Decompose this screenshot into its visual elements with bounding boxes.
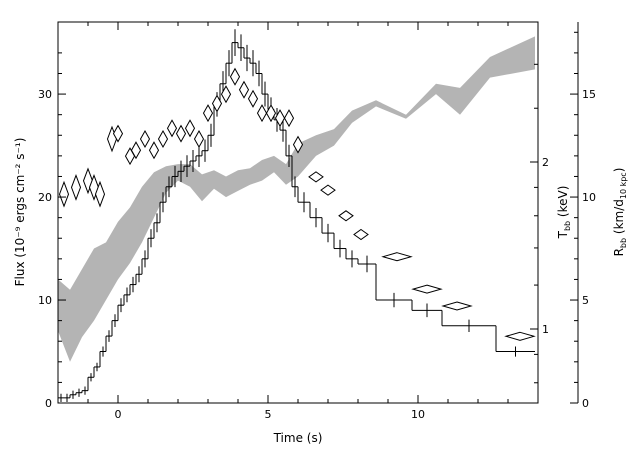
temperature-point xyxy=(193,129,205,149)
temperature-point xyxy=(381,252,413,262)
temperature-axis-label-main: T xyxy=(556,230,570,239)
temperature-point xyxy=(238,80,250,99)
radius-axis-label-unit-pre: (km/d xyxy=(612,199,626,238)
temperature-point xyxy=(148,141,160,160)
temperature-point xyxy=(504,331,536,341)
flux-tick-label: 30 xyxy=(38,88,52,101)
temperature-tick-label: 1 xyxy=(542,323,549,336)
flux-tick-label: 10 xyxy=(38,294,52,307)
temperature-diamond-layer xyxy=(58,67,536,341)
x-tick-label: 5 xyxy=(265,408,272,421)
temperature-point xyxy=(441,301,473,311)
flux-axis-label: Flux (10⁻⁹ ergs cm⁻² s⁻¹) xyxy=(13,138,27,287)
temperature-point xyxy=(220,85,232,104)
radius-axis-label-sub: bb xyxy=(619,238,628,248)
x-tick-label: 10 xyxy=(411,408,425,421)
radius-tick-label: 15 xyxy=(582,88,596,101)
x-axis-ticks: 0 5 10 xyxy=(57,22,539,421)
flux-tick-label: 20 xyxy=(38,191,52,204)
radius-axis-label: Rbb (km/d10 kpc) xyxy=(612,168,628,257)
temperature-point xyxy=(211,94,223,113)
radius-axis-label-unit-sub: 10 kpc xyxy=(619,172,628,199)
x-tick-label: 0 xyxy=(115,408,122,421)
radius-band-layer xyxy=(58,36,535,362)
radius-tick-label: 5 xyxy=(582,294,589,307)
temperature-point xyxy=(283,109,295,128)
temperature-point xyxy=(175,124,187,143)
radius-tick-label: 0 xyxy=(582,397,589,410)
temperature-point xyxy=(112,124,124,143)
temperature-point xyxy=(292,135,304,154)
temperature-point xyxy=(338,210,354,222)
temperature-axis-ticks: 12 xyxy=(530,63,549,384)
temperature-point xyxy=(320,184,336,196)
temperature-point xyxy=(247,89,259,108)
radius-axis-label-unit-post: ) xyxy=(612,168,626,173)
temperature-point xyxy=(166,119,178,138)
temperature-point xyxy=(256,104,268,123)
temperature-point xyxy=(184,119,196,138)
temperature-point xyxy=(157,129,169,149)
radius-axis-label-main: R xyxy=(612,248,626,256)
radius-axis-ticks: 0 5 10 15 xyxy=(570,31,596,410)
radius-band xyxy=(58,36,535,362)
temperature-point xyxy=(229,67,241,86)
temperature-point xyxy=(202,104,214,123)
temperature-point xyxy=(58,180,70,208)
temperature-point xyxy=(70,173,82,201)
temperature-point xyxy=(130,141,142,160)
flux-step-layer xyxy=(58,29,535,402)
temperature-point xyxy=(353,228,369,241)
flux-axis-ticks: 0 10 20 30 xyxy=(38,52,66,410)
radius-tick-label: 10 xyxy=(582,191,596,204)
temperature-axis-label: Tbb (keV) xyxy=(556,186,572,240)
temperature-point xyxy=(94,180,106,208)
temperature-point xyxy=(308,171,324,183)
temperature-point xyxy=(139,129,151,149)
flux-tick-label: 0 xyxy=(45,397,52,410)
temperature-point xyxy=(265,104,277,123)
temperature-tick-label: 2 xyxy=(542,156,549,169)
x-axis-label: Time (s) xyxy=(273,431,323,445)
temperature-point xyxy=(411,284,443,294)
temperature-axis-label-unit: (keV) xyxy=(556,186,570,221)
temperature-point xyxy=(274,109,286,128)
temperature-axis-label-sub: bb xyxy=(563,221,572,231)
